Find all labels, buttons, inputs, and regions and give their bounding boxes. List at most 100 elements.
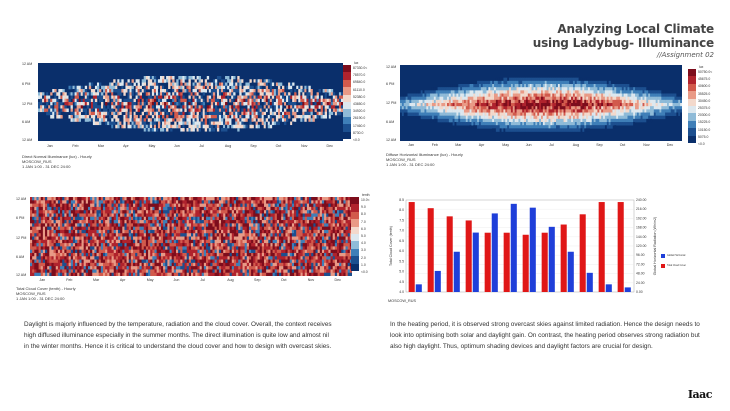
legend-label: 25375.0 <box>698 106 711 110</box>
legend-label: 26190.0 <box>353 116 366 121</box>
hour-tick-4: 6 AM <box>16 255 25 259</box>
right-tick-label: 192.00 <box>636 216 646 220</box>
hour-tick-3: 12 PM <box>16 236 27 240</box>
hour-tick-3: 12 PM <box>386 101 397 105</box>
bar-cloud-cover-feb <box>427 208 434 292</box>
bar-radiation-oct <box>586 272 593 292</box>
bar-cloud-cover-oct <box>579 214 586 292</box>
bar-radiation-nov <box>605 284 612 292</box>
legend-label: 61110.0 <box>353 87 365 92</box>
legend-swatch <box>343 87 351 95</box>
diffuse-legend: lux 50750.0< 45675.0 40600.0 35525.0 30450.0 2… <box>688 65 718 148</box>
legend-label: 69840.0 <box>353 80 366 85</box>
month-tick-mar: Mar <box>455 143 462 147</box>
direct-caption: Direct Normal Illuminance (lux) - Hourly… <box>22 154 92 169</box>
paragraph-line: also high daylight. Thus, optimum shadin… <box>390 343 653 350</box>
month-tick-jun: Jun <box>173 144 180 148</box>
legend-swatch <box>343 72 351 80</box>
right-tick-label: 168.00 <box>636 226 646 230</box>
legend-unit: lux <box>699 65 704 69</box>
hour-tick-5: 12 AM <box>386 138 397 142</box>
bar-radiation-may <box>491 213 498 292</box>
legend-swatch <box>343 102 351 110</box>
legend-swatch <box>343 65 351 73</box>
left-tick-label: 6.5 <box>399 239 404 243</box>
month-tick-feb: Feb <box>431 143 438 147</box>
month-tick-oct: Oct <box>275 144 282 148</box>
month-tick-aug: Aug <box>572 143 580 147</box>
legend-label: 20300.0 <box>698 113 711 118</box>
month-tick-jul: Jul <box>199 144 204 148</box>
direct-illuminance-panel: 12 AM 6 PM 12 PM 6 AM 12 AM Jan Feb Mar Apr… <box>22 58 352 169</box>
left-tick-label: 7.0 <box>399 229 404 233</box>
month-tick-aug: Aug <box>224 144 232 148</box>
diffuse-illuminance-panel: 12 AM 6 PM 12 PM 6 AM 12 AM Jan Feb Mar Apr… <box>386 58 686 168</box>
monthly-bar-chart: 8.5 8.0 7.5 7.0 6.5 6.0 5.5 5.0 4.5 4.0 240.00 216.… <box>388 198 707 303</box>
month-tick-jun: Jun <box>525 143 532 147</box>
legend-swatch <box>351 263 359 271</box>
cloud-heatmap <box>30 197 352 276</box>
month-tick-may: May <box>502 143 510 147</box>
bar-radiation-jun <box>510 203 517 292</box>
legend-swatch <box>351 197 359 205</box>
legend-swatch <box>351 219 359 227</box>
paragraph-line: in the winter months. Hence it is critic… <box>24 343 332 350</box>
legend-swatch <box>343 79 351 88</box>
bar-radiation-aug <box>548 226 555 292</box>
iaac-logo: Iaac <box>687 388 713 401</box>
left-axis-label: Total Cloud Cover (tenth) <box>389 226 393 266</box>
legend-swatch <box>661 254 665 258</box>
right-tick-label: 240.00 <box>636 198 646 202</box>
right-tick-label: 96.00 <box>636 253 645 257</box>
right-tick-label: 48.00 <box>636 272 645 276</box>
month-tick-apr: Apr <box>119 278 126 282</box>
month-tick-dec: Dec <box>334 278 341 282</box>
month-tick-jan: Jan <box>46 144 53 148</box>
caption-line: 1 JAN 1:00 - 31 DEC 24:00 <box>16 296 65 301</box>
bar-radiation-jul <box>529 207 536 292</box>
legend-label: 87330.0< <box>353 66 368 70</box>
paragraph-line: In the heating period, it is observed st… <box>390 321 700 328</box>
month-tick-nov: Nov <box>643 143 650 147</box>
legend-swatch <box>351 256 359 264</box>
left-tick-label: 6.0 <box>399 249 404 253</box>
legend-swatch <box>351 204 359 212</box>
hour-tick-1: 12 AM <box>16 197 27 201</box>
month-tick-mar: Mar <box>97 144 104 148</box>
legend-label: 5075.0 <box>698 134 709 139</box>
legend-swatch <box>351 234 359 242</box>
month-tick-jan: Jan <box>39 278 46 282</box>
month-tick-jul: Jul <box>200 278 205 282</box>
bar-radiation-sep <box>567 251 574 292</box>
caption-line: Total Cloud Cover (tenth) - Hourly <box>16 286 76 291</box>
paragraph-line: look into optimising both solar and dayl… <box>390 332 700 339</box>
right-tick-label: 144.00 <box>636 235 646 239</box>
bar-radiation-mar <box>453 251 460 292</box>
bar-cloud-cover-aug <box>541 232 548 292</box>
month-tick-may: May <box>146 278 154 282</box>
legend-swatch <box>343 116 351 125</box>
hour-tick-4: 6 AM <box>386 120 395 124</box>
cloud-cover-panel: 12 AM 6 PM 12 PM 6 AM 12 AM Jan Feb Mar Apr… <box>16 192 352 302</box>
month-tick-feb: Feb <box>66 278 73 282</box>
legend-label: 4.0 <box>361 241 366 246</box>
paragraph-line: high diffused illuminance especially in … <box>24 332 329 339</box>
month-tick-jun: Jun <box>173 278 180 282</box>
legend-label: 43650.0 <box>353 102 366 106</box>
month-tick-jul: Jul <box>549 143 554 147</box>
title-block: Analyzing Local Climate using Ladybug- I… <box>533 22 714 59</box>
hour-tick-5: 12 AM <box>22 138 33 142</box>
bar-radiation-dec <box>624 287 631 292</box>
legend-label: 9.0 <box>361 205 366 210</box>
month-tick-oct: Oct <box>280 278 287 282</box>
month-tick-may: May <box>148 144 156 148</box>
right-axis-label: Global Horizontal Radiation (Wh/m2) <box>653 217 657 276</box>
hour-tick-2: 6 PM <box>22 82 31 86</box>
legend-label: 35525.0 <box>698 91 711 96</box>
month-tick-dec: Dec <box>666 143 674 147</box>
bar-cloud-cover-dec <box>617 202 624 292</box>
caption-line: MOSCOW_RUS <box>386 157 416 162</box>
caption-line: MOSCOW_RUS <box>22 159 52 164</box>
legend-unit: lux <box>354 61 359 65</box>
month-tick-apr: Apr <box>123 144 129 148</box>
